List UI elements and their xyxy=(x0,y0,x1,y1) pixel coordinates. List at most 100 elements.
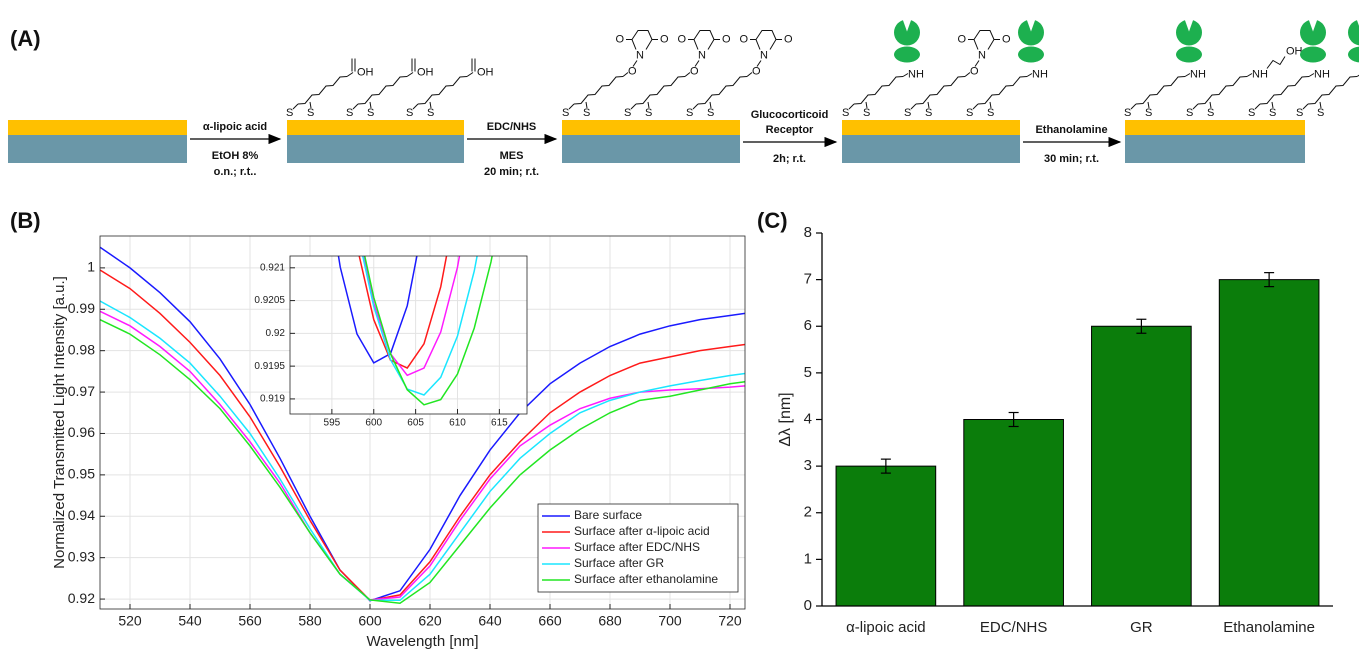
atom-label: S xyxy=(562,107,569,119)
y-tick-label: 3 xyxy=(804,457,812,474)
series-line xyxy=(100,269,745,602)
x-tick-label: 605 xyxy=(407,418,424,429)
step-reagent: Receptor xyxy=(766,124,814,136)
atom-label: S xyxy=(367,107,374,119)
substrate xyxy=(287,135,464,163)
bond xyxy=(693,30,715,50)
y-tick-label: 0.96 xyxy=(68,424,95,440)
series-group xyxy=(100,246,745,604)
bond xyxy=(927,101,930,109)
step-condition: MES xyxy=(500,150,524,162)
bond xyxy=(709,101,712,109)
bond xyxy=(848,103,855,110)
gold-layer xyxy=(8,120,187,135)
bond xyxy=(1356,74,1359,77)
bond xyxy=(1209,101,1212,109)
step-condition: 20 min; r.t. xyxy=(484,166,539,178)
x-tick-label: 540 xyxy=(178,612,202,628)
bond xyxy=(1302,103,1309,110)
step-reagent: Glucocorticoid xyxy=(751,109,829,121)
atom-label: O xyxy=(752,65,761,77)
error-bar xyxy=(1264,272,1275,288)
x-tick-label: 720 xyxy=(718,612,742,628)
x-tick-label: 600 xyxy=(358,612,382,628)
bond xyxy=(972,103,979,110)
x-tick-label: 660 xyxy=(538,612,562,628)
atom-label: OH xyxy=(357,66,374,78)
bond xyxy=(352,103,359,110)
error-bar xyxy=(1008,411,1019,428)
receptor xyxy=(1018,19,1044,46)
bond xyxy=(635,76,686,105)
atom-label: O xyxy=(615,33,624,45)
legend-box xyxy=(537,503,739,593)
atom-label: O xyxy=(660,33,669,45)
bond xyxy=(630,103,637,110)
error-bar xyxy=(1136,318,1147,334)
y-tick-label: 1 xyxy=(804,550,812,567)
atom-label: S xyxy=(427,107,434,119)
atom-label: O xyxy=(690,65,699,77)
y-tick-label: 0.95 xyxy=(68,466,95,482)
bar xyxy=(963,419,1064,607)
atom-label: S xyxy=(966,107,973,119)
bond xyxy=(297,76,348,105)
panel-label: (B) xyxy=(10,208,41,233)
bond xyxy=(429,101,432,109)
legend-label: Bare surface xyxy=(574,508,642,522)
y-tick-label: 0.97 xyxy=(68,383,95,399)
gold-layer xyxy=(842,120,1020,135)
substrate xyxy=(842,135,1020,163)
legend-label: Surface after α-lipoic acid xyxy=(574,524,710,538)
atom-label: O xyxy=(784,33,793,45)
y-tick-label: 0.9205 xyxy=(254,295,285,306)
bond xyxy=(1266,56,1286,69)
y-axis-label: Normalized Transmitted Light Intensity [… xyxy=(51,276,68,569)
atom-label: S xyxy=(1145,107,1152,119)
substrate xyxy=(1125,135,1305,163)
y-tick-label: 0.99 xyxy=(68,300,95,316)
x-tick-label: 680 xyxy=(598,612,622,628)
atom-label: O xyxy=(1002,33,1011,45)
atom-label: S xyxy=(1269,107,1276,119)
panel-label: (A) xyxy=(10,26,41,51)
atom-label: S xyxy=(1248,107,1255,119)
atom-label: O xyxy=(739,33,748,45)
bond xyxy=(346,72,354,77)
series-line xyxy=(100,318,745,604)
receptor xyxy=(1348,19,1359,46)
bond xyxy=(910,103,917,110)
bond xyxy=(647,101,650,109)
bond xyxy=(1271,101,1274,109)
x-tick-label: 610 xyxy=(449,418,466,429)
atom-label: N xyxy=(760,49,768,61)
legend-label: Surface after EDC/NHS xyxy=(574,540,700,554)
bond xyxy=(865,101,868,109)
atom-label: NH xyxy=(1314,68,1330,80)
receptor xyxy=(1176,19,1202,46)
legend-label: Surface after ethanolamine xyxy=(574,572,718,586)
bond xyxy=(573,76,624,105)
x-tick-label: GR xyxy=(1130,619,1153,636)
receptor-cleft xyxy=(1026,17,1036,32)
bond xyxy=(684,72,691,77)
y-tick-label: 0.93 xyxy=(68,548,95,564)
step-reagent: α-lipoic acid xyxy=(203,121,267,133)
axes-frame xyxy=(99,235,746,610)
receptor xyxy=(1300,19,1326,46)
bond xyxy=(412,103,419,110)
atom-label: NH xyxy=(1190,68,1206,80)
atom-label: O xyxy=(722,33,731,45)
bond xyxy=(1197,76,1248,105)
atom-label: NH xyxy=(1032,68,1048,80)
plot-area xyxy=(290,256,527,414)
atom-label: S xyxy=(1124,107,1131,119)
bond xyxy=(974,60,980,67)
atom-label: NH xyxy=(908,68,924,80)
atom-label: S xyxy=(1317,107,1324,119)
atom-label: S xyxy=(904,107,911,119)
series-line xyxy=(100,246,745,602)
gold-layer xyxy=(287,120,464,135)
receptor-cleft xyxy=(1184,17,1194,32)
